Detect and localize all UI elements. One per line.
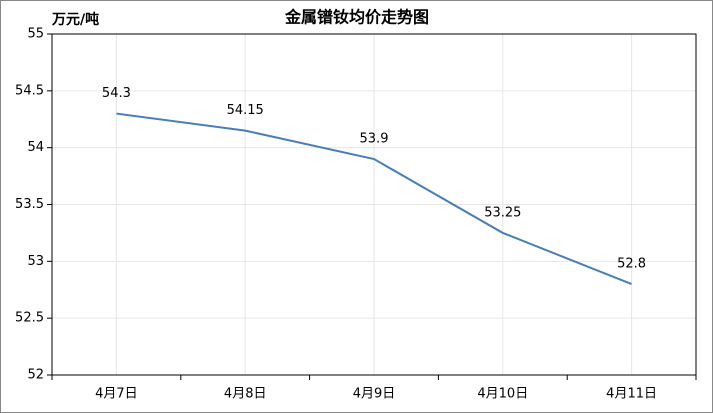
data-label: 54.15 <box>227 103 264 118</box>
data-label: 53.25 <box>484 205 521 220</box>
x-tick-label: 4月11日 <box>606 387 657 402</box>
x-tick-label: 4月8日 <box>224 387 267 402</box>
y-tick-label: 54 <box>27 140 44 155</box>
line <box>116 112 632 285</box>
x-tick-label: 4月9日 <box>353 387 396 402</box>
y-tick-label: 52.5 <box>15 311 44 326</box>
data-label: 52.8 <box>617 257 646 272</box>
y-tick-label: 53.5 <box>15 197 44 212</box>
y-axis-label: 万元/吨 <box>51 11 99 28</box>
x-tick-label: 4月10日 <box>477 387 528 402</box>
y-tick-label: 52 <box>27 368 44 383</box>
data-label: 53.9 <box>360 132 389 147</box>
y-tick-label: 54.5 <box>15 83 44 98</box>
x-tick-label: 4月7日 <box>95 387 138 402</box>
plot-frame <box>51 33 697 376</box>
y-tick-label: 53 <box>27 254 44 269</box>
chart-title: 金属镨钕均价走势图 <box>284 8 429 27</box>
y-tick-label: 55 <box>27 27 44 42</box>
data-label: 54.3 <box>102 86 131 101</box>
